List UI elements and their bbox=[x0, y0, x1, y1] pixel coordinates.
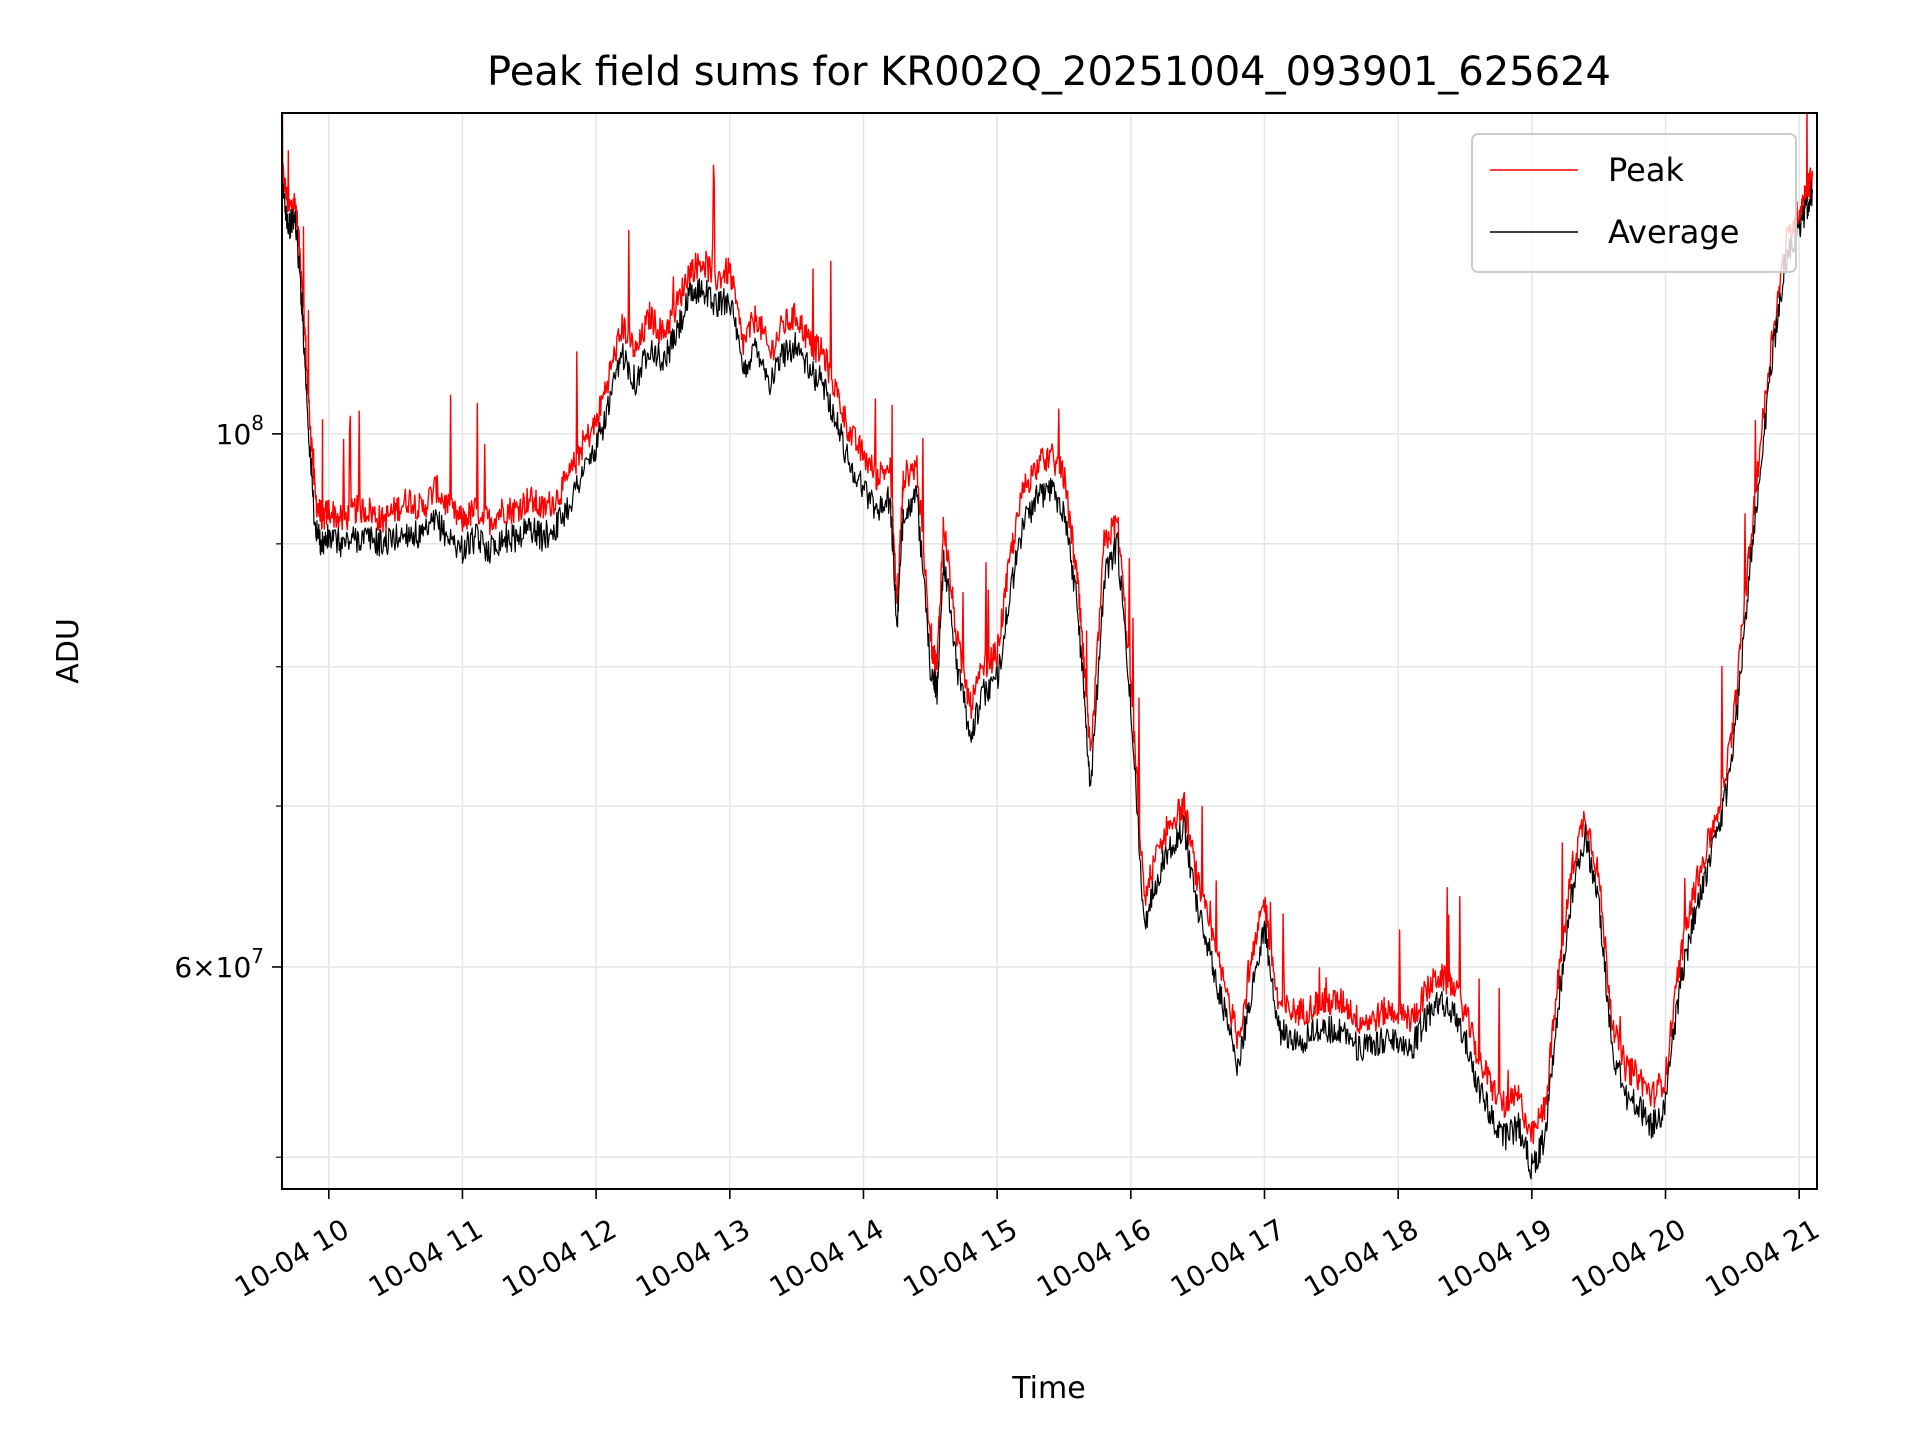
legend: Peak Average bbox=[1471, 133, 1797, 273]
y-tick-label: 108 bbox=[216, 411, 264, 451]
series-line-average bbox=[282, 172, 1814, 1180]
grid bbox=[282, 113, 1817, 1189]
y-axis-label: ADU bbox=[51, 618, 86, 684]
y-tick-label: 6×107 bbox=[174, 944, 264, 984]
legend-label-peak: Peak bbox=[1608, 151, 1684, 189]
legend-label-average: Average bbox=[1608, 213, 1739, 251]
plot-area bbox=[282, 113, 1814, 1180]
legend-box bbox=[1471, 133, 1797, 273]
y-axis: 6×107 108 bbox=[174, 411, 282, 1158]
plot-frame bbox=[281, 112, 1818, 1190]
chart-title: Peak field sums for KR002Q_20251004_0939… bbox=[487, 49, 1611, 95]
series-line-peak bbox=[282, 113, 1814, 1145]
x-axis-label: Time bbox=[1011, 1371, 1085, 1406]
